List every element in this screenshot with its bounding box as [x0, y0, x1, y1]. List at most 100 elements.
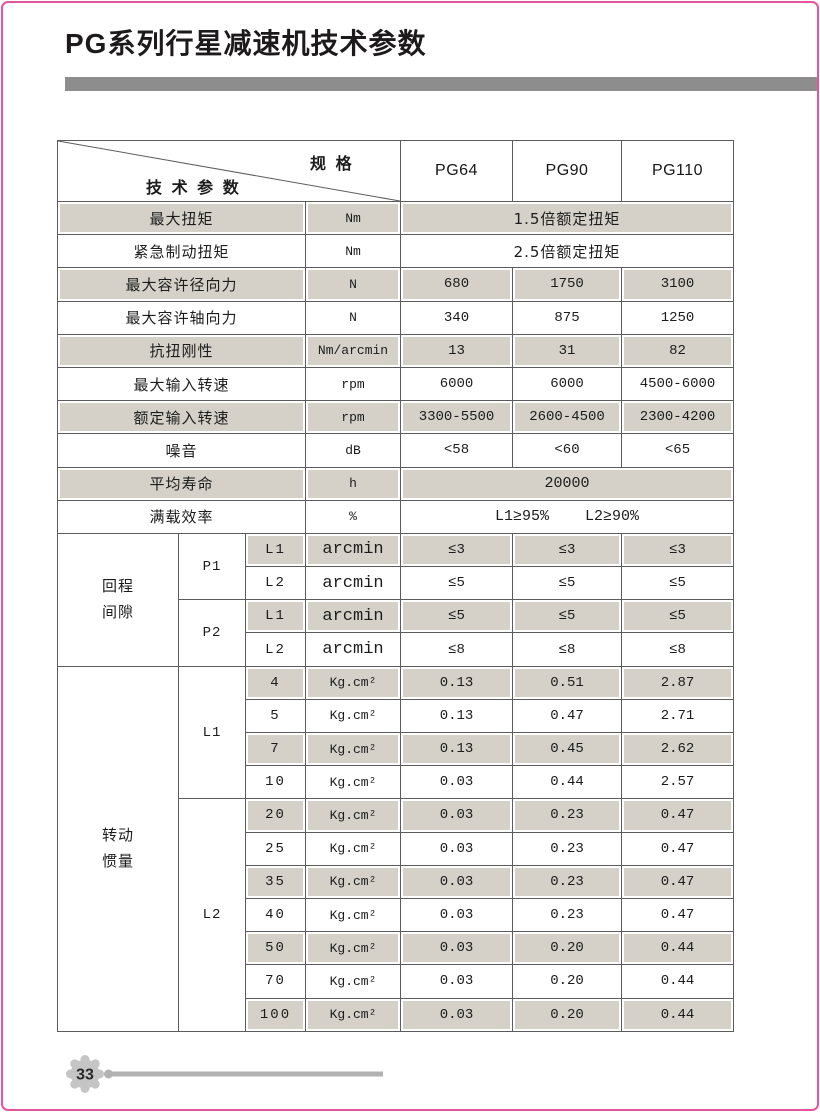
- value-cell-pg110: 0.47: [621, 798, 734, 833]
- table-row: 最大输入转速 rpm 6000 6000 4500-6000: [57, 366, 734, 402]
- level-cell: L1: [245, 599, 306, 634]
- unit-cell: Kg.cm²: [305, 964, 401, 999]
- ratio-cell: 50: [245, 931, 306, 966]
- table-row: 紧急制动扭矩 Nm 2.5倍额定扭矩: [57, 234, 734, 269]
- value-cell-pg90: 0.23: [512, 897, 622, 933]
- value-cell-pg90: 2600-4500: [512, 400, 622, 435]
- value-cell-pg110: 4500-6000: [621, 366, 734, 402]
- ratio-cell: 20: [245, 798, 306, 833]
- table-row: P2 L1 arcmin ≤5 ≤5 ≤5: [58, 599, 734, 667]
- ratio-cell: 100: [245, 997, 306, 1032]
- value-cell-pg64: ≤8: [400, 632, 513, 667]
- table-row: 7 Kg.cm² 0.13 0.45 2.62: [58, 731, 734, 767]
- param-label: 平均寿命: [57, 466, 306, 501]
- value-cell-pg110: 0.47: [621, 897, 734, 933]
- value-cell-pg64: 0.03: [400, 897, 513, 933]
- value-cell-pg90: ≤5: [512, 599, 622, 634]
- table-row: L2 arcmin ≤8 ≤8 ≤8: [58, 632, 734, 667]
- table-row: 70 Kg.cm² 0.03 0.20 0.44: [58, 964, 734, 999]
- level-cell: L2: [245, 632, 306, 667]
- value-cell-pg90: 0.44: [512, 765, 622, 800]
- unit-cell: %: [305, 499, 401, 534]
- table-row: L2 arcmin ≤5 ≤5 ≤5: [58, 566, 734, 601]
- value-cell-pg90: 0.45: [512, 731, 622, 767]
- value-cell-pg90: 0.20: [512, 964, 622, 999]
- footer-line: [112, 1071, 383, 1077]
- gear-icon: [66, 1055, 104, 1093]
- table-row: 5 Kg.cm² 0.13 0.47 2.71: [58, 698, 734, 734]
- param-label: 满载效率: [57, 499, 306, 534]
- value-cell-pg64: 0.03: [400, 798, 513, 833]
- level-group-l2: L2: [178, 798, 246, 1032]
- param-label: 抗扭刚性: [57, 333, 306, 368]
- value-cell-pg90: ≤8: [512, 632, 622, 667]
- value-cell-span: L1≥95% L2≥90%: [400, 499, 734, 534]
- table-row: 噪音 dB <58 <60 <65: [57, 433, 734, 468]
- page-number: 33: [76, 1067, 94, 1084]
- param-label: 最大输入转速: [57, 366, 306, 402]
- value-cell-pg64: 0.03: [400, 964, 513, 999]
- ratio-cell: 70: [245, 964, 306, 999]
- unit-cell: dB: [305, 433, 401, 468]
- value-cell-pg64: 6000: [400, 366, 513, 402]
- param-label: 紧急制动扭矩: [57, 234, 306, 269]
- value-cell-pg90: 0.23: [512, 831, 622, 866]
- unit-cell: Kg.cm²: [305, 931, 401, 966]
- param-label: 最大扭矩: [57, 200, 306, 236]
- param-label: 最大容许轴向力: [57, 300, 306, 335]
- value-cell-pg64: ≤5: [400, 566, 513, 601]
- value-cell-pg64: 0.03: [400, 931, 513, 966]
- param-label: 最大容许径向力: [57, 267, 306, 302]
- table-row: 50 Kg.cm² 0.03 0.20 0.44: [58, 931, 734, 966]
- ratio-cell: 4: [245, 665, 306, 700]
- value-cell-pg110: 2.87: [621, 665, 734, 700]
- value-cell-pg110: ≤3: [621, 532, 734, 568]
- value-cell-pg64: 13: [400, 333, 513, 368]
- param-label: 额定输入转速: [57, 400, 306, 435]
- value-cell-pg64: 0.13: [400, 665, 513, 700]
- value-cell-pg64: 0.03: [400, 765, 513, 800]
- corner-label-spec: 规 格: [310, 154, 354, 173]
- unit-cell: N: [305, 267, 401, 302]
- value-cell-pg110: 2.62: [621, 731, 734, 767]
- title-underline-bar: [65, 77, 817, 91]
- footer-dot: [104, 1069, 113, 1079]
- unit-cell: Kg.cm²: [305, 765, 401, 800]
- unit-cell: N: [305, 300, 401, 335]
- section-label-line: 转动: [101, 826, 134, 845]
- page-title: PG系列行星减速机技术参数: [65, 28, 427, 59]
- value-cell-pg64: ≤5: [400, 599, 513, 634]
- column-header-pg90: PG90: [512, 140, 622, 202]
- unit-cell: Kg.cm²: [305, 897, 401, 933]
- value-cell-pg110: 0.44: [621, 964, 734, 999]
- unit-cell: Kg.cm²: [305, 997, 401, 1032]
- ratio-cell: 40: [245, 897, 306, 933]
- table-row: L2 20 Kg.cm² 0.03 0.23 0.47: [58, 798, 734, 1032]
- value-cell-pg64: 680: [400, 267, 513, 302]
- value-cell-pg90: 0.47: [512, 698, 622, 734]
- value-cell-pg110: 1250: [621, 300, 734, 335]
- unit-cell: rpm: [305, 400, 401, 435]
- value-cell-pg64: 0.03: [400, 997, 513, 1032]
- value-cell-pg110: 82: [621, 333, 734, 368]
- value-cell-pg110: 0.44: [621, 997, 734, 1032]
- value-cell-pg64: 3300-5500: [400, 400, 513, 435]
- value-cell-pg90: ≤5: [512, 566, 622, 601]
- unit-cell: Kg.cm²: [305, 864, 401, 899]
- section-label-backlash: 回程 间隙: [57, 532, 179, 667]
- table-row: 35 Kg.cm² 0.03 0.23 0.47: [58, 864, 734, 899]
- table-row: 平均寿命 h 20000: [57, 466, 734, 501]
- value-cell-pg90: <60: [512, 433, 622, 468]
- grade-cell-p2: P2: [178, 599, 246, 667]
- value-cell-pg110: ≤5: [621, 566, 734, 601]
- value-cell-span: 1.5倍额定扭矩: [400, 200, 734, 236]
- ratio-cell: 35: [245, 864, 306, 899]
- unit-cell: Kg.cm²: [305, 731, 401, 767]
- ratio-cell: 25: [245, 831, 306, 866]
- unit-cell: Kg.cm²: [305, 831, 401, 866]
- value-cell-pg90: 0.23: [512, 864, 622, 899]
- section-label-line: 回程: [101, 577, 134, 596]
- unit-cell: arcmin: [305, 632, 401, 667]
- value-cell-pg110: ≤5: [621, 599, 734, 634]
